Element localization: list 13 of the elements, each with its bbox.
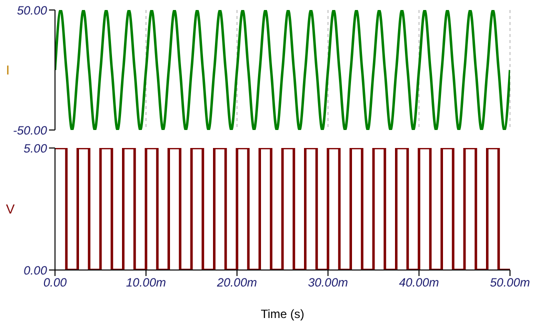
x-tick-label: 10.00m	[126, 276, 166, 290]
x-axis-title: Time (s)	[260, 307, 304, 321]
x-tick-label: 40.00m	[398, 276, 440, 290]
y-axis-title: I	[6, 62, 10, 78]
y-tick-label: 5.00	[24, 141, 48, 156]
y-axis-title: V	[6, 202, 15, 217]
x-tick-label: 0.00	[43, 276, 67, 290]
y-tick-label: 0.00	[24, 263, 48, 278]
x-tick-label: 30.00m	[308, 276, 348, 290]
y-tick-label: -50.00	[12, 123, 48, 138]
x-tick-label: 20.00m	[216, 276, 258, 290]
y-tick-label: 50.00	[16, 3, 48, 18]
x-tick-label: 50.00m	[490, 276, 530, 290]
